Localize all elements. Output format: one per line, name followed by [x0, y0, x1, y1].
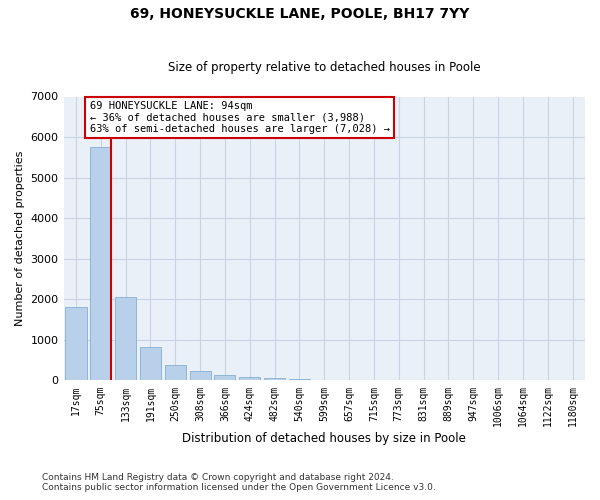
- Y-axis label: Number of detached properties: Number of detached properties: [15, 151, 25, 326]
- Bar: [115, 297, 136, 380]
- Bar: [90, 147, 112, 380]
- Bar: [65, 308, 86, 380]
- Bar: [214, 375, 235, 380]
- Title: Size of property relative to detached houses in Poole: Size of property relative to detached ho…: [168, 62, 481, 74]
- Text: Contains HM Land Registry data © Crown copyright and database right 2024.: Contains HM Land Registry data © Crown c…: [42, 473, 394, 482]
- Bar: [289, 379, 310, 380]
- Bar: [140, 347, 161, 380]
- Text: 69, HONEYSUCKLE LANE, POOLE, BH17 7YY: 69, HONEYSUCKLE LANE, POOLE, BH17 7YY: [130, 8, 470, 22]
- Bar: [239, 377, 260, 380]
- Bar: [190, 370, 211, 380]
- X-axis label: Distribution of detached houses by size in Poole: Distribution of detached houses by size …: [182, 432, 466, 445]
- Bar: [165, 366, 186, 380]
- Bar: [264, 378, 285, 380]
- Text: 69 HONEYSUCKLE LANE: 94sqm
← 36% of detached houses are smaller (3,988)
63% of s: 69 HONEYSUCKLE LANE: 94sqm ← 36% of deta…: [89, 101, 389, 134]
- Text: Contains public sector information licensed under the Open Government Licence v3: Contains public sector information licen…: [42, 483, 436, 492]
